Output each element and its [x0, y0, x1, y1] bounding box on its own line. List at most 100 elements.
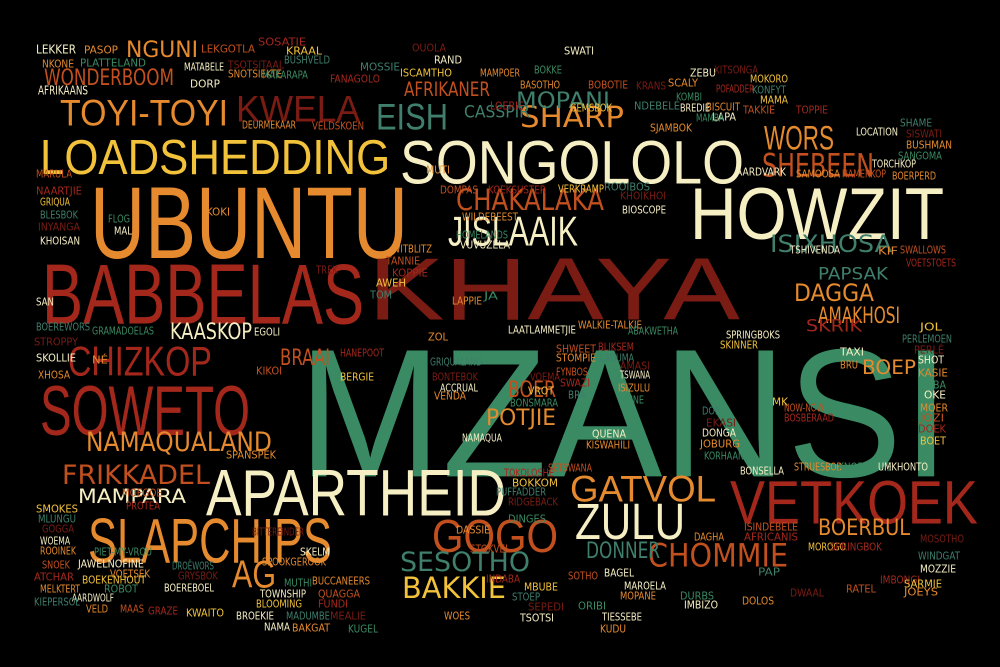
word-indaba: INDABA	[486, 572, 521, 586]
word-imbongi: IMBONGI	[880, 573, 921, 587]
word-mokoro: MOKORO	[750, 72, 789, 86]
word-mosotho: MOSOTHO	[920, 532, 965, 546]
word-dro-wors: DROËWORS	[172, 559, 215, 573]
word-atchar: ATCHAR	[34, 570, 74, 584]
word-tshivenda: TSHIVENDA	[790, 243, 840, 257]
word-witblitz: WITBLITZ	[392, 242, 433, 256]
word-iscamtho: ISCAMTHO	[400, 66, 453, 80]
word-rand: RAND	[434, 53, 463, 67]
word-rooinek: ROOINEK	[40, 544, 77, 558]
word-dinges: DINGES	[508, 512, 546, 526]
word-joeys: JOEYS	[904, 585, 938, 599]
word-eish: EISH	[376, 97, 448, 139]
word-ratel: RATEL	[846, 582, 876, 596]
word-pofadder: POFADDER	[716, 82, 754, 96]
word-namaqualand: NAMAQUALAND	[86, 426, 272, 458]
word-bokkom: BOKKOM	[512, 476, 559, 490]
word-boerperd: BOERPERD	[892, 169, 937, 183]
word-verkramp: VERKRAMP	[558, 182, 604, 196]
word-mlungu: MLUNGU	[38, 512, 76, 526]
word-woes: WOES	[444, 609, 471, 623]
word-loerie: LOERIE	[490, 99, 525, 113]
word-grysbok: GRYSBOK	[178, 569, 218, 583]
word-springbok: SPRINGBOK	[830, 540, 882, 554]
word-muti: MUTI	[426, 163, 450, 177]
word-nguni: NGUNI	[126, 38, 199, 63]
word-apartheid: APARTHEID	[206, 455, 507, 530]
word-dompas: DOMPAS	[440, 183, 478, 197]
word-dwaal: DWAAL	[790, 586, 824, 600]
word-gemsbok: GEMSBOK	[570, 101, 612, 115]
word-lekker: LEKKER	[36, 43, 77, 58]
word-konfyt: KONFYT	[752, 83, 787, 97]
word-dagha: DAGHA	[694, 530, 724, 544]
word-blesbok: BLESBOK	[40, 208, 78, 222]
word-casspir: CASSPIR	[464, 102, 530, 123]
word-ubuntu: UBUNTU	[90, 165, 409, 280]
word-songololo: SONGOLOLO	[400, 128, 744, 197]
word-isindebele: ISINDEBELE	[744, 520, 798, 534]
word-struesbob: STRUESBOB	[794, 460, 842, 474]
word-biscuit: BISCUIT	[706, 100, 741, 114]
word-walkie-talkie: WALKIE-TALKIE	[578, 318, 643, 332]
word-donga: DONGA	[702, 426, 736, 440]
word-snoek: SNOEK	[42, 558, 70, 572]
word-vetkoek: VETKOEK	[730, 468, 978, 537]
word-boep: BOEP	[862, 356, 916, 379]
word-abakwetha: ABAKWETHA	[628, 324, 679, 338]
word-swallows: SWALLOWS	[900, 243, 947, 257]
word-tsotsi: TSOTSI	[520, 611, 554, 625]
word-bergie: BERGIE	[340, 370, 375, 384]
word-sepedi: SEPEDI	[528, 600, 564, 614]
word-oke: OKE	[924, 388, 946, 402]
word-dolos: DOLOS	[742, 594, 775, 608]
word-kombi: KOMBI	[676, 90, 703, 104]
word-bliksem: BLIKSEM	[598, 340, 635, 354]
word-bioscope: BIOSCOPE	[622, 203, 667, 217]
word-tiessebe: TIESSEBE	[602, 610, 642, 624]
word-pap: PAP	[758, 565, 780, 579]
word-township: TOWNSHIP	[260, 587, 307, 601]
word-bittereinder: BITTEREINDER	[252, 525, 305, 539]
word-jawelnofine: JAWELNOFINE	[78, 557, 144, 571]
word-mopane: MOPANE	[620, 589, 657, 603]
word-ja: JA	[484, 289, 499, 303]
word-rooibos: ROOIBOS	[604, 180, 650, 194]
word-lappie: LAPPIE	[452, 294, 483, 308]
word-gogga: GOGGA	[42, 522, 75, 536]
word-naartjie: NAARTJIE	[36, 184, 82, 198]
word-lekgotla: LEKGOTLA	[201, 42, 256, 56]
word-mama: MAMA	[760, 93, 789, 107]
word-krans: KRANS	[636, 79, 666, 93]
word-now-now: NOW-NOW	[784, 401, 825, 415]
word-tune: TUNE	[622, 393, 645, 407]
word-moer: MOER	[920, 401, 949, 415]
word-kwaito: KWAITO	[186, 606, 224, 620]
word-bontebok: BONTEBOK	[432, 370, 479, 384]
word-springboks: SPRINGBOKS	[726, 328, 781, 342]
word-bobotie: BOBOTIE	[588, 78, 629, 92]
word-boerbul: BOERBUL	[818, 516, 911, 541]
word-fanagolo: FANAGOLO	[330, 72, 380, 86]
word-quagga: QUAGGA	[318, 587, 360, 601]
word-potjie: POTJIE	[486, 406, 557, 431]
word-imbizo: IMBIZO	[684, 598, 718, 612]
word-spookgerook: SPOOKGEROOK	[262, 555, 326, 569]
word-blooming: BLOOMING	[256, 597, 302, 611]
word-sharp: SHARP	[520, 100, 625, 135]
word-shebeen: SHEBEEN	[762, 147, 875, 185]
word-lapa: LAPA	[712, 110, 737, 124]
word-ouola: OUOLA	[412, 41, 447, 55]
word-ndebele: NDEBELE	[634, 99, 681, 113]
word-windgat: WINDGAT	[918, 549, 961, 563]
word-aardvark: AARDVARK	[736, 165, 787, 179]
word-skelm: SKELM	[300, 545, 330, 559]
word-basotho: BASOTHO	[520, 78, 561, 92]
word-amakhosi: AMAKHOSI	[818, 304, 901, 329]
word-bakgat: BAKGAT	[292, 621, 330, 635]
word-africanis: AFRICANIS	[744, 530, 798, 544]
word-puffadder: PUFFADDER	[496, 485, 546, 499]
word-pasop: PASOP	[84, 43, 119, 57]
word-madumbe: MADUMBE	[286, 609, 330, 623]
word-bakkie: BAKKIE	[402, 571, 506, 606]
